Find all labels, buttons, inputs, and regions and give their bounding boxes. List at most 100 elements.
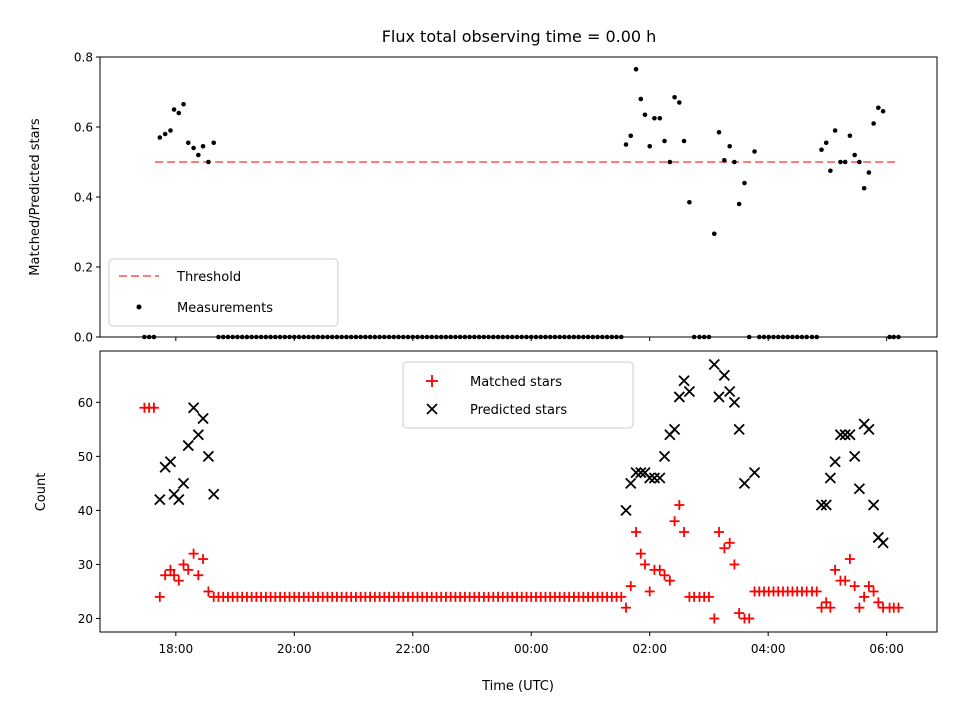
matched-star-point <box>183 564 194 575</box>
x-tick-label: 22:00 <box>395 642 430 656</box>
measurement-point <box>823 140 829 146</box>
predicted-star-point <box>202 450 215 463</box>
bottom-plot-frame <box>99 350 938 633</box>
predicted-star-point <box>668 423 681 435</box>
matched-star-point <box>654 564 665 575</box>
predicted-star-point <box>630 466 642 479</box>
measurement-point <box>628 133 634 139</box>
predicted-star-point <box>648 472 661 484</box>
x-tick-label: 20:00 <box>277 642 312 656</box>
top-panel: 0.00.20.40.60.8 Matched/Predicted stars … <box>28 51 938 345</box>
bottom-y-tick-label: 20 <box>78 612 93 626</box>
legend-matched-swatch <box>426 375 438 387</box>
matched-star-point <box>734 608 745 619</box>
bottom-legend-box <box>402 361 634 429</box>
legend-predicted-label: Predicted stars <box>470 403 567 418</box>
x-tick-label: 04:00 <box>751 642 786 656</box>
predicted-star-point <box>654 472 666 484</box>
measurement-point <box>638 96 644 102</box>
predicted-star-point <box>173 493 185 506</box>
matched-star-point <box>203 586 214 597</box>
measurement-point <box>657 115 663 121</box>
predicted-star-point <box>620 504 632 517</box>
matched-star-point <box>674 500 685 511</box>
matched-star-point <box>825 602 836 613</box>
matched-star-point <box>709 613 720 624</box>
matched-star-point <box>625 581 636 592</box>
measurement-point <box>211 140 217 146</box>
measurement-point <box>722 157 727 163</box>
matched-star-point <box>635 548 646 559</box>
top-y-tick-label: 0.6 <box>74 121 93 135</box>
measurement-point <box>871 121 876 126</box>
matched-star-point <box>198 554 209 565</box>
predicted-star-point <box>877 537 889 549</box>
predicted-star-point <box>197 412 209 425</box>
measurement-point <box>191 145 196 151</box>
matched-star-point <box>160 570 171 581</box>
measurement-point <box>647 143 653 149</box>
x-axis-label: Time (UTC) <box>481 679 554 694</box>
matched-star-point <box>621 602 632 613</box>
measurement-point <box>857 159 862 165</box>
x-tick-label: 18:00 <box>159 642 194 656</box>
measurement-point <box>171 107 177 112</box>
measurement-point <box>623 142 629 147</box>
measurement-point <box>716 129 722 135</box>
matched-star-point <box>703 591 714 602</box>
matched-star-point <box>631 527 642 538</box>
measurement-point <box>861 185 867 191</box>
predicted-star-point <box>625 477 637 490</box>
predicted-star-point <box>658 450 671 463</box>
matched-star-point <box>154 591 165 602</box>
measurement-point <box>662 138 667 144</box>
top-y-tick-label: 0.8 <box>74 51 93 65</box>
predicted-star-point <box>867 499 880 511</box>
predicted-star-point <box>844 429 856 441</box>
measurement-point <box>876 105 881 111</box>
measurement-point <box>880 108 886 114</box>
matched-star-point <box>724 537 735 548</box>
measurement-point <box>168 128 173 133</box>
top-y-ticks: 0.0 0.2 0.4 0.6 0.8 <box>74 51 100 345</box>
bottom-legend: Matched stars Predicted stars <box>402 361 634 429</box>
predicted-star-point <box>644 472 656 484</box>
matched-star-point <box>669 516 680 527</box>
legend-threshold-label: Threshold <box>176 270 241 285</box>
matched-stars-points <box>139 402 904 624</box>
predicted-star-point <box>192 429 204 441</box>
predicted-star-point <box>853 483 866 495</box>
predicted-star-point <box>673 391 685 403</box>
matched-star-point <box>893 602 904 613</box>
predicted-star-point <box>733 423 745 435</box>
predicted-star-point <box>849 450 861 463</box>
measurement-point <box>828 168 833 174</box>
measurement-point <box>196 152 201 158</box>
predicted-star-point <box>678 375 690 387</box>
matched-star-point <box>844 554 855 565</box>
bottom-y-tick-label: 30 <box>78 558 93 572</box>
matched-star-point <box>816 602 827 613</box>
matched-star-point <box>863 581 874 592</box>
predicted-star-point <box>187 402 200 414</box>
bottom-y-axis-label: Count <box>34 473 49 512</box>
bottom-y-ticks: 20 30 40 50 60 <box>78 396 100 626</box>
predicted-star-point <box>748 466 761 479</box>
predicted-star-point <box>824 472 837 484</box>
matched-star-point <box>840 575 851 586</box>
measurement-point <box>200 143 206 149</box>
matched-star-point <box>811 586 822 597</box>
predicted-star-point <box>724 385 736 398</box>
predicted-star-point <box>815 499 828 511</box>
predicted-star-point <box>829 456 841 468</box>
matched-star-point <box>679 527 690 538</box>
matched-star-point <box>854 602 865 613</box>
matched-star-point <box>178 559 189 570</box>
measurement-point <box>652 115 657 121</box>
predicted-stars-points <box>154 358 889 549</box>
measurement-point <box>206 159 211 165</box>
measurement-point <box>711 231 717 237</box>
matched-star-point <box>849 581 860 592</box>
matched-star-point <box>188 548 199 559</box>
